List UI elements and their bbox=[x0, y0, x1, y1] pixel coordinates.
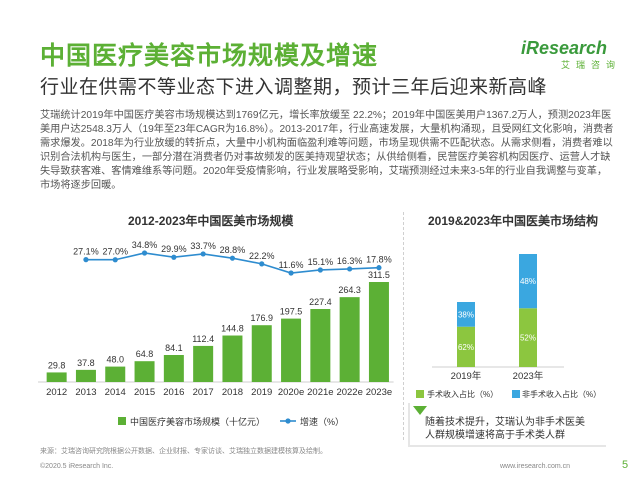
page-title: 中国医疗美容市场规模及增速 bbox=[40, 42, 379, 70]
bar-value-label: 227.4 bbox=[309, 297, 332, 307]
growth-value-label: 15.1% bbox=[308, 257, 334, 267]
legend-line-label: 增速（%） bbox=[300, 416, 344, 427]
growth-point bbox=[347, 266, 353, 272]
x-tick-label: 2013 bbox=[75, 387, 96, 398]
legend-nonsurgical-swatch bbox=[512, 390, 520, 398]
bar bbox=[339, 297, 360, 382]
footer-website: www.iresearch.com.cn bbox=[500, 463, 571, 470]
bar bbox=[134, 361, 155, 382]
bar-value-label: 176.9 bbox=[250, 313, 273, 323]
structure-chart-title: 2019&2023年中国医美市场结构 bbox=[428, 214, 599, 228]
x-tick-label: 2019年 bbox=[451, 370, 482, 382]
bar-value-label: 48.0 bbox=[106, 355, 124, 365]
logo-brand: iResearch bbox=[521, 38, 608, 58]
legend-line-marker bbox=[285, 418, 291, 424]
bar-segment-nonsurgical bbox=[519, 254, 537, 309]
growth-point bbox=[317, 267, 323, 273]
growth-value-label: 22.2% bbox=[249, 251, 275, 261]
growth-point bbox=[200, 251, 206, 257]
bar bbox=[46, 372, 67, 382]
market-size-chart: 29.8 2012 37.8 2013 48.0 2014 64.8 2015 84.1 2016… bbox=[38, 240, 394, 427]
x-tick-label: 2019 bbox=[251, 387, 272, 398]
growth-point bbox=[229, 255, 236, 261]
legend-surgical-swatch bbox=[416, 390, 424, 398]
page-number: 5 bbox=[622, 459, 629, 471]
footer-copyright: ©2020.5 iResearch Inc. bbox=[40, 463, 114, 470]
bar bbox=[281, 318, 302, 382]
segment-label-nonsurgical: 48% bbox=[520, 277, 536, 286]
bar-segment-nonsurgical bbox=[457, 302, 475, 327]
legend-nonsurgical-label: 非手术收入占比（%） bbox=[522, 389, 601, 399]
x-tick-label: 2015 bbox=[134, 387, 155, 398]
x-tick-label: 2012 bbox=[46, 387, 67, 398]
bar-value-label: 84.1 bbox=[165, 343, 183, 353]
bar bbox=[193, 345, 214, 382]
bar-segment-surgical bbox=[519, 308, 537, 367]
growth-point bbox=[376, 265, 382, 271]
segment-label-surgical: 62% bbox=[458, 343, 474, 352]
x-tick-label: 2020e bbox=[278, 387, 304, 398]
x-tick-label: 2017 bbox=[193, 387, 214, 398]
bar-value-label: 64.8 bbox=[136, 349, 154, 359]
growth-value-label: 27.1% bbox=[73, 247, 99, 257]
bar bbox=[105, 366, 126, 382]
growth-value-label: 27.0% bbox=[102, 247, 128, 257]
growth-value-label: 29.9% bbox=[161, 244, 187, 254]
legend-surgical-label: 手术收入占比（%） bbox=[427, 389, 498, 399]
bar bbox=[222, 335, 243, 382]
note-bracket bbox=[408, 403, 606, 447]
market-size-chart-title: 2012-2023年中国医美市场规模 bbox=[128, 214, 294, 228]
x-tick-label: 2018 bbox=[222, 387, 243, 398]
x-tick-label: 2023e bbox=[366, 387, 392, 398]
bar-segment-surgical bbox=[457, 326, 475, 367]
structure-note: 随着技术提升，艾瑞认为非手术医美人群规模增速将高于手术类人群 bbox=[425, 417, 585, 441]
intro-paragraph: 艾瑞统计2019年中国医疗美容市场规模达到1769亿元，增长率放缓至 22.2%… bbox=[40, 110, 614, 191]
growth-value-label: 11.6% bbox=[279, 260, 304, 270]
growth-value-label: 34.8% bbox=[132, 240, 158, 250]
page-subtitle: 行业在供需不等业态下进入调整期，预计三年后迎来新高峰 bbox=[40, 77, 548, 98]
bar bbox=[310, 308, 331, 382]
growth-value-label: 16.3% bbox=[337, 256, 363, 266]
growth-point bbox=[288, 270, 294, 276]
segment-label-surgical: 52% bbox=[520, 334, 536, 343]
x-tick-label: 2023年 bbox=[513, 370, 544, 382]
growth-point bbox=[141, 250, 148, 256]
note-arrow-icon bbox=[413, 406, 427, 415]
growth-value-label: 33.7% bbox=[190, 241, 216, 251]
bar-value-label: 37.8 bbox=[77, 358, 95, 368]
x-tick-label: 2021e bbox=[307, 387, 333, 398]
bar bbox=[75, 369, 96, 382]
legend-bar-label: 中国医疗美容市场规模（十亿元） bbox=[130, 416, 265, 427]
growth-value-label: 17.8% bbox=[366, 255, 392, 265]
x-tick-label: 2016 bbox=[163, 387, 184, 398]
growth-point bbox=[259, 261, 265, 267]
x-tick-label: 2022e bbox=[336, 387, 362, 398]
chart-divider bbox=[403, 212, 404, 440]
logo-brand-cn: 艾瑞咨询 bbox=[560, 60, 621, 70]
growth-point bbox=[112, 257, 118, 263]
bar-value-label: 311.5 bbox=[368, 270, 390, 280]
bar-value-label: 144.8 bbox=[221, 324, 244, 334]
bar bbox=[368, 282, 389, 382]
bar-value-label: 112.4 bbox=[192, 334, 214, 344]
bar bbox=[163, 355, 184, 382]
growth-value-label: 28.8% bbox=[220, 245, 246, 255]
bar-value-label: 264.3 bbox=[338, 285, 361, 295]
source-note: 来源：艾瑞咨询研究院根据公开数据、企业财报、专家访谈、艾瑞独立数据建模核算及绘制… bbox=[40, 448, 327, 455]
bar-value-label: 197.5 bbox=[280, 307, 303, 317]
growth-point bbox=[83, 257, 89, 263]
legend-bar-swatch bbox=[118, 417, 126, 425]
iresearch-logo: iResearch 艾瑞咨询 bbox=[521, 38, 621, 72]
x-tick-label: 2014 bbox=[105, 387, 126, 398]
growth-point bbox=[171, 254, 177, 260]
bar bbox=[251, 325, 272, 382]
segment-label-nonsurgical: 38% bbox=[458, 310, 474, 319]
bar-value-label: 29.8 bbox=[48, 360, 66, 370]
